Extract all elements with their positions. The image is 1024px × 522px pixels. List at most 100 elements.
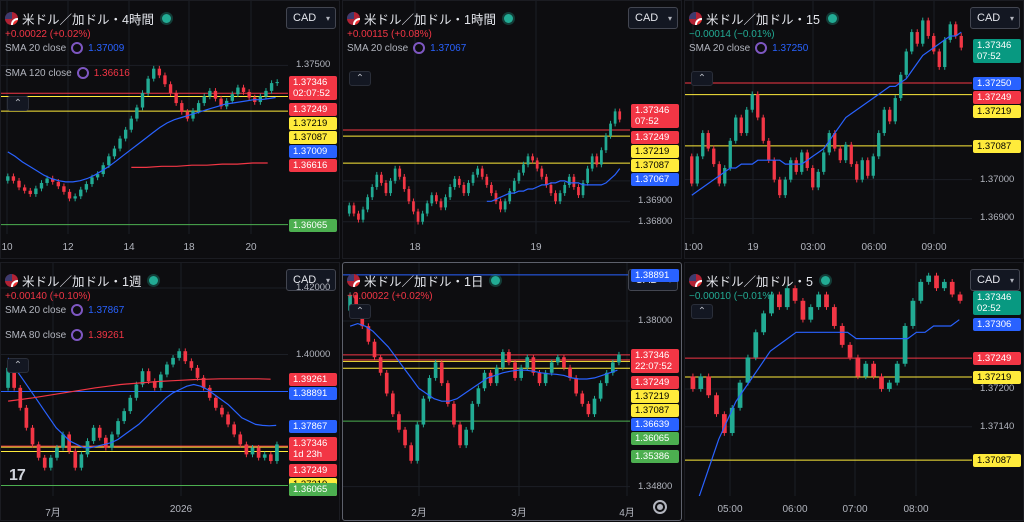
currency-select[interactable]: CAD ▾: [286, 269, 336, 291]
candle-body: [236, 87, 240, 95]
plot-area[interactable]: [1, 263, 288, 496]
indicator-settings-icon[interactable]: [71, 329, 84, 341]
candle-body: [201, 377, 206, 388]
candle-body: [942, 281, 947, 289]
time-axis[interactable]: 1:00 19 03:00 06:00 09:00: [685, 234, 1023, 258]
symbol-header[interactable]: 米ドル／加ドル・15: [689, 9, 837, 28]
price-axis[interactable]: 1.37200 1.37140 1.37346 02:52 1.37306 1.37249…: [972, 263, 1023, 496]
candle-body: [563, 184, 567, 194]
chart-panel[interactable]: 米ドル／加ドル・15 −0.00014 (−0.01%) SMA 20 close 1…: [684, 0, 1024, 259]
collapse-legend-button[interactable]: ⌃: [7, 96, 29, 111]
indicator-row[interactable]: SMA 20 close 1.37867: [5, 304, 124, 316]
chart-panel[interactable]: 米ドル／加ドル・4時間 +0.00022 (+0.02%) SMA 20 close…: [0, 0, 340, 259]
usdcad-flag-icon: [689, 12, 702, 25]
chart-panel[interactable]: 米ドル／加ドル・5 −0.00010 (−0.01%) ⌃ CAD ▾ 1.37200 1.…: [684, 262, 1024, 521]
plot-area[interactable]: [685, 263, 972, 496]
candle-body: [67, 191, 72, 199]
candle-body: [30, 427, 35, 445]
sma-line: [486, 168, 621, 202]
candle-body: [45, 178, 49, 183]
time-axis[interactable]: 18 19: [343, 234, 681, 258]
chart-panel[interactable]: 米ドル／加ドル・1日+0.00022 (+0.02%)⌃CAD▾1.380001…: [342, 262, 682, 521]
candle-body: [464, 429, 468, 446]
indicator-settings-icon[interactable]: [413, 42, 426, 54]
price-label-value: 1.37087: [293, 132, 328, 144]
indicator-row[interactable]: SMA 20 close 1.37009: [5, 42, 124, 54]
chart-settings-gear-icon[interactable]: [653, 500, 667, 514]
candle-body: [219, 98, 223, 107]
indicator-settings-icon[interactable]: [755, 42, 768, 54]
candle-body: [609, 123, 612, 136]
time-axis[interactable]: 05:00 06:00 07:00 08:00: [685, 496, 1023, 520]
symbol-header[interactable]: 米ドル／加ドル・1時間: [347, 9, 513, 28]
plot-area[interactable]: [343, 1, 630, 234]
tradingview-logo[interactable]: 17: [9, 467, 26, 484]
candle-body: [554, 193, 557, 202]
price-chart[interactable]: [685, 1, 972, 234]
candle-body: [140, 93, 145, 108]
collapse-legend-button[interactable]: ⌃: [691, 304, 713, 319]
collapse-legend-button[interactable]: ⌃: [7, 358, 29, 373]
currency-select[interactable]: CAD ▾: [628, 7, 678, 29]
candle-body: [146, 78, 150, 94]
price-chart[interactable]: [343, 263, 630, 496]
symbol-header[interactable]: 米ドル／加ドル・1週: [5, 271, 159, 290]
chart-panel[interactable]: 米ドル／加ドル・1週 +0.00140 (+0.10%) SMA 20 close 1…: [0, 262, 340, 521]
time-tick: 10: [1, 242, 13, 253]
candle-body: [537, 372, 542, 384]
price-axis[interactable]: 1.38000 1.34800 1.38891 1.37346 22:07:52 1.37…: [630, 263, 681, 496]
candle-body: [123, 129, 128, 139]
candle-body: [195, 367, 200, 378]
indicator-row[interactable]: SMA 80 close 1.39261: [5, 329, 124, 341]
price-tick: 1.37000: [980, 173, 1015, 185]
candle-body: [701, 133, 705, 157]
candle-body: [389, 180, 392, 194]
indicator-settings-icon[interactable]: [71, 304, 84, 316]
plot-area[interactable]: [685, 1, 972, 234]
time-axis[interactable]: 10 12 14 18 20: [1, 234, 339, 258]
symbol-header[interactable]: 米ドル／加ドル・4時間: [5, 9, 171, 28]
currency-label: CAD: [977, 274, 1001, 286]
plot-area[interactable]: [343, 263, 630, 496]
price-axis[interactable]: 1.42000 1.40000 1.39261 1.38891 1.37867 1.373…: [288, 263, 339, 496]
price-chart[interactable]: [685, 263, 972, 496]
price-chart[interactable]: [343, 1, 630, 234]
indicator-row[interactable]: SMA 120 close 1.36616: [5, 67, 130, 79]
candle-body: [250, 447, 255, 455]
symbol-header[interactable]: 米ドル／加ドル・5: [689, 271, 830, 290]
indicator-row[interactable]: SMA 20 close 1.37250: [689, 42, 808, 54]
plot-area[interactable]: [1, 1, 288, 234]
chart-panel[interactable]: 米ドル／加ドル・1時間 +0.00115 (+0.08%) SMA 20 close…: [342, 0, 682, 259]
candle-body: [189, 361, 194, 368]
candle-body: [471, 174, 475, 183]
price-label-value: 1.37346: [977, 40, 1012, 52]
price-label: 1.38891: [631, 268, 679, 282]
candle-body: [871, 156, 875, 176]
time-tick: 18: [183, 242, 195, 253]
collapse-legend-button[interactable]: ⌃: [691, 71, 713, 86]
price-chart[interactable]: [1, 1, 288, 234]
symbol-title: 米ドル／加ドル・5: [706, 275, 813, 289]
candle-body: [535, 160, 539, 169]
currency-select[interactable]: CAD ▾: [970, 7, 1020, 29]
candle-body: [51, 178, 55, 182]
candle-body: [348, 295, 352, 311]
currency-select[interactable]: CAD ▾: [970, 269, 1020, 291]
currency-select[interactable]: CAD ▾: [286, 7, 336, 29]
sma-line: [8, 378, 271, 402]
collapse-legend-button[interactable]: ⌃: [349, 71, 371, 86]
price-axis[interactable]: 1.370001.369001.368001.3734607:521.37249…: [630, 1, 681, 234]
time-axis[interactable]: 2月 3月 4月: [343, 496, 681, 520]
symbol-header[interactable]: 米ドル／加ドル・1日: [347, 271, 501, 290]
time-axis[interactable]: 7月 2026: [1, 496, 339, 520]
indicator-settings-icon[interactable]: [71, 42, 84, 54]
price-chart[interactable]: [1, 263, 288, 496]
time-tick: 03:00: [800, 242, 826, 253]
collapse-legend-button[interactable]: ⌃: [349, 304, 371, 319]
price-axis[interactable]: 1.37500 1.37346 02:07:52 1.37249 1.37219 1.37…: [288, 1, 339, 234]
indicator-row[interactable]: SMA 20 close 1.37067: [347, 42, 466, 54]
time-tick: 2026: [169, 504, 193, 515]
indicator-settings-icon[interactable]: [76, 67, 89, 79]
price-axis[interactable]: 1.37000 1.36900 1.37346 07:52 1.37250 1.37249…: [972, 1, 1023, 234]
candle-body: [882, 109, 886, 134]
